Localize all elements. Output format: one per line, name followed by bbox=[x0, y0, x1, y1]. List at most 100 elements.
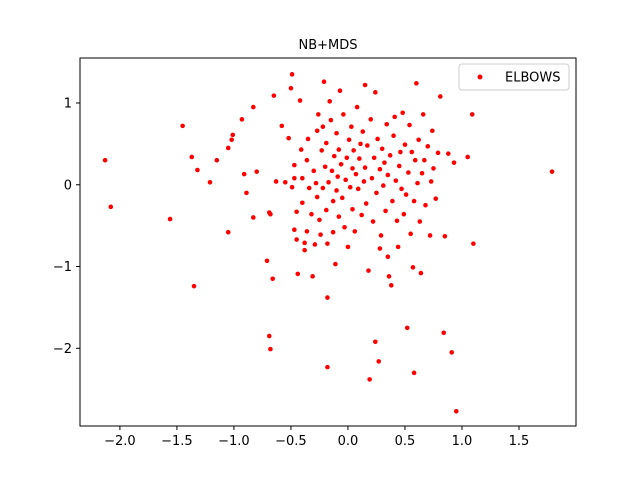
y-tick-label: −2 bbox=[53, 342, 72, 357]
scatter-point bbox=[270, 276, 276, 282]
scatter-point bbox=[385, 254, 391, 260]
scatter-point bbox=[311, 168, 317, 174]
x-axis: −2.0 −1.5 −1.0 −0.5 0.0 0.5 1.0 1.5 bbox=[104, 426, 529, 449]
scatter-point bbox=[350, 206, 355, 212]
scatter-point bbox=[241, 171, 247, 177]
scatter-point bbox=[422, 157, 427, 163]
scatter-point bbox=[394, 218, 400, 224]
scatter-point bbox=[377, 246, 383, 251]
y-tick-label: 1 bbox=[64, 96, 72, 111]
scatter-point bbox=[371, 155, 377, 161]
scatter-point bbox=[411, 198, 417, 204]
scatter-point bbox=[386, 274, 392, 279]
scatter-point bbox=[229, 137, 234, 143]
scatter-point bbox=[349, 124, 354, 129]
scatter-point bbox=[388, 283, 394, 288]
scatter-point bbox=[273, 179, 279, 184]
scatter-point bbox=[189, 154, 195, 160]
scatter-point bbox=[342, 224, 347, 230]
scatter-point bbox=[365, 143, 370, 148]
scatter-point bbox=[251, 215, 256, 220]
x-tick-label: 0.5 bbox=[395, 434, 416, 449]
scatter-point bbox=[108, 204, 114, 210]
x-tick-label: 1.5 bbox=[509, 434, 530, 449]
scatter-point bbox=[384, 121, 390, 127]
scatter-point bbox=[345, 244, 351, 250]
scatter-point bbox=[264, 258, 270, 264]
legend-box bbox=[458, 63, 570, 91]
scatter-point bbox=[408, 231, 413, 237]
scatter-point bbox=[354, 104, 360, 110]
scatter-point bbox=[401, 211, 407, 217]
scatter-point bbox=[374, 190, 379, 196]
scatter-point bbox=[336, 214, 342, 219]
scatter-point bbox=[346, 137, 352, 143]
scatter-point bbox=[239, 117, 245, 122]
scatter-point bbox=[300, 200, 305, 206]
scatter-point bbox=[328, 117, 334, 123]
legend-label: ELBOWS bbox=[505, 71, 561, 86]
scatter-point bbox=[271, 93, 277, 98]
scatter-point bbox=[306, 185, 312, 191]
scatter-point bbox=[325, 295, 330, 300]
scatter-point bbox=[335, 174, 340, 179]
scatter-point bbox=[323, 207, 329, 213]
scatter-point bbox=[431, 166, 436, 171]
scatter-point bbox=[410, 265, 416, 270]
scatter-point bbox=[304, 229, 310, 234]
scatter-point bbox=[353, 171, 359, 177]
y-tick-label: 0 bbox=[64, 178, 72, 193]
scatter-point bbox=[244, 190, 249, 196]
scatter-point bbox=[230, 132, 236, 138]
scatter-point bbox=[427, 233, 433, 238]
x-tick-label: 0.0 bbox=[338, 434, 359, 449]
scatter-point bbox=[412, 157, 418, 163]
scatter-point bbox=[304, 157, 310, 163]
scatter-point bbox=[399, 186, 404, 192]
scatter-point bbox=[329, 168, 335, 174]
axes-frame bbox=[79, 57, 577, 427]
scatter-point bbox=[268, 211, 273, 217]
scatter-point bbox=[417, 219, 423, 224]
scatter-point bbox=[313, 180, 319, 186]
x-tick-label: 1.0 bbox=[452, 434, 473, 449]
scatter-point bbox=[360, 129, 366, 134]
scatter-point bbox=[352, 229, 358, 234]
scatter-point bbox=[326, 180, 331, 185]
scatter-point bbox=[393, 178, 399, 183]
scatter-point bbox=[357, 156, 362, 161]
scatter-point bbox=[400, 110, 405, 116]
scatter-point bbox=[254, 169, 260, 174]
scatter-point bbox=[382, 160, 387, 165]
legend-marker bbox=[477, 74, 483, 80]
scatter-point bbox=[370, 219, 376, 224]
scatter-point bbox=[314, 128, 320, 134]
legend: ELBOWS bbox=[458, 63, 570, 91]
scatter-point bbox=[343, 177, 348, 183]
scatter-point bbox=[302, 240, 307, 246]
scatter-point bbox=[398, 149, 403, 155]
scatter-point bbox=[325, 241, 330, 246]
scatter-point bbox=[418, 270, 424, 276]
scatter-point bbox=[334, 130, 339, 136]
scatter-point bbox=[331, 153, 337, 159]
scatter-point bbox=[310, 274, 315, 279]
scatter-point bbox=[438, 94, 443, 99]
scatter-point bbox=[251, 104, 256, 110]
scatter-point bbox=[344, 155, 350, 161]
scatter-point bbox=[312, 242, 318, 247]
scatter-point bbox=[378, 233, 384, 238]
scatter-point bbox=[336, 147, 342, 152]
scatter-point bbox=[375, 136, 380, 142]
scatter-point bbox=[363, 201, 369, 206]
scatter-point bbox=[387, 153, 393, 158]
scatter-point bbox=[341, 112, 346, 117]
scatter-point bbox=[288, 85, 294, 91]
scatter-point bbox=[465, 154, 470, 160]
scatter-point bbox=[347, 184, 353, 190]
y-tick-label: −1 bbox=[53, 260, 72, 275]
scatter-point bbox=[451, 160, 457, 165]
scatter-point bbox=[433, 196, 439, 201]
scatter-point bbox=[395, 244, 401, 250]
scatter-point bbox=[390, 198, 395, 204]
